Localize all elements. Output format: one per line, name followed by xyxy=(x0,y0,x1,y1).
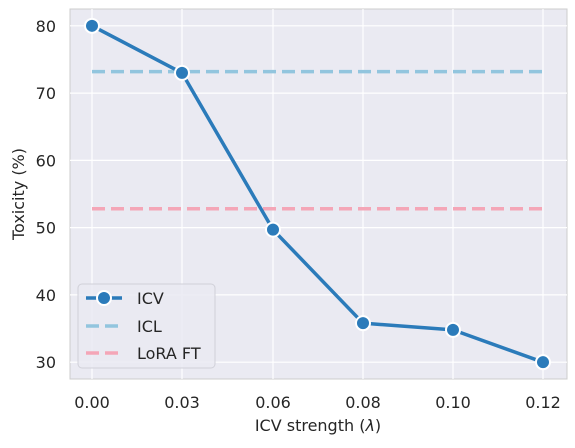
x-axis-label: ICV strength (λ) xyxy=(255,416,381,435)
series-layer xyxy=(84,17,551,371)
y-tick-label: 40 xyxy=(36,286,56,305)
data-point xyxy=(445,321,461,338)
y-tick-label: 30 xyxy=(36,353,56,372)
legend-label: LoRA FT xyxy=(137,344,201,363)
data-point xyxy=(84,17,100,34)
x-tick-label: 0.00 xyxy=(74,393,110,412)
x-tick-label: 0.10 xyxy=(435,393,471,412)
data-point xyxy=(535,354,551,371)
legend-marker xyxy=(96,290,112,306)
data-point xyxy=(355,315,371,332)
data-point xyxy=(265,221,281,238)
x-tick-label: 0.08 xyxy=(345,393,381,412)
series-line xyxy=(91,24,544,364)
y-axis-label: Toxicity (%) xyxy=(9,148,28,241)
x-tick-label: 0.12 xyxy=(525,393,561,412)
legend-box xyxy=(77,283,216,369)
data-point xyxy=(174,64,190,81)
y-tick-label: 80 xyxy=(36,17,56,36)
y-tick-label: 70 xyxy=(36,84,56,103)
y-tick-label: 60 xyxy=(36,151,56,170)
ticks: 30 40 50 60 70 80 0.00 0.03 0.06 0.08 0.10 0.12 xyxy=(36,17,561,412)
y-tick-label: 50 xyxy=(36,219,56,238)
legend-label: ICL xyxy=(137,317,162,336)
x-tick-label: 0.03 xyxy=(164,393,200,412)
legend-label: ICV xyxy=(137,289,164,308)
x-tick-label: 0.06 xyxy=(255,393,291,412)
legend: ICV ICL LoRA FT xyxy=(77,283,216,369)
